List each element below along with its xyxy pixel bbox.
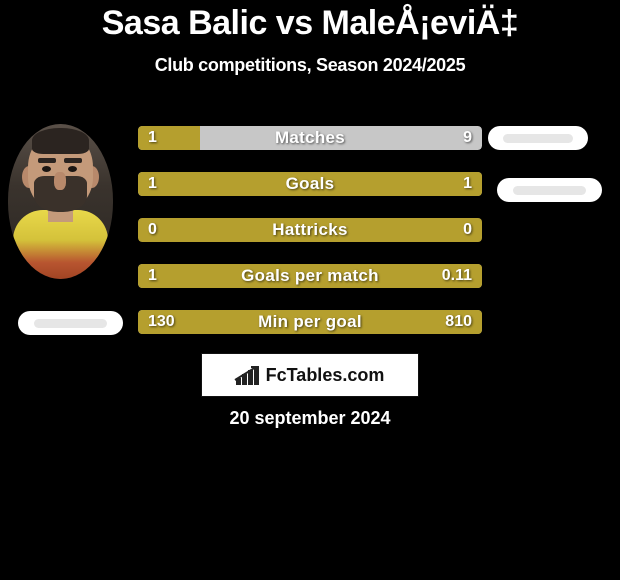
avatar-nose	[54, 172, 66, 190]
avatar-brow	[64, 158, 82, 163]
stat-label: Goals per match	[138, 264, 482, 288]
stat-right-value: 0	[463, 218, 472, 242]
stat-right-value: 0.11	[442, 264, 472, 288]
avatar-eye	[68, 166, 77, 172]
comparison-bars: 1 Matches 9 1 Goals 1 0 Hattricks 0 1 Go…	[138, 126, 482, 356]
player-left-avatar	[8, 124, 113, 279]
avatar-eye	[42, 166, 51, 172]
page-title: Sasa Balic vs MaleÅ¡eviÄ‡	[0, 0, 620, 43]
stat-row-goals-per-match: 1 Goals per match 0.11	[138, 264, 482, 288]
page-subtitle: Club competitions, Season 2024/2025	[0, 55, 620, 76]
avatar-hair	[32, 128, 89, 154]
player-right-name-placeholder	[497, 178, 602, 202]
stat-right-value: 9	[463, 126, 472, 150]
avatar-brow	[38, 158, 56, 163]
stat-row-goals: 1 Goals 1	[138, 172, 482, 196]
stat-right-value: 1	[463, 172, 472, 196]
stat-row-matches: 1 Matches 9	[138, 126, 482, 150]
player-right-avatar-placeholder	[488, 126, 588, 150]
brand-chart-icon	[236, 365, 260, 385]
stat-label: Min per goal	[138, 310, 482, 334]
stat-label: Hattricks	[138, 218, 482, 242]
stat-row-hattricks: 0 Hattricks 0	[138, 218, 482, 242]
stat-row-min-per-goal: 130 Min per goal 810	[138, 310, 482, 334]
snapshot-date: 20 september 2024	[0, 408, 620, 429]
brand-attribution: FcTables.com	[201, 353, 419, 397]
stat-label: Goals	[138, 172, 482, 196]
stat-label: Matches	[138, 126, 482, 150]
stat-right-value: 810	[445, 310, 472, 334]
player-left-name-placeholder	[18, 311, 123, 335]
brand-text: FcTables.com	[266, 365, 385, 386]
